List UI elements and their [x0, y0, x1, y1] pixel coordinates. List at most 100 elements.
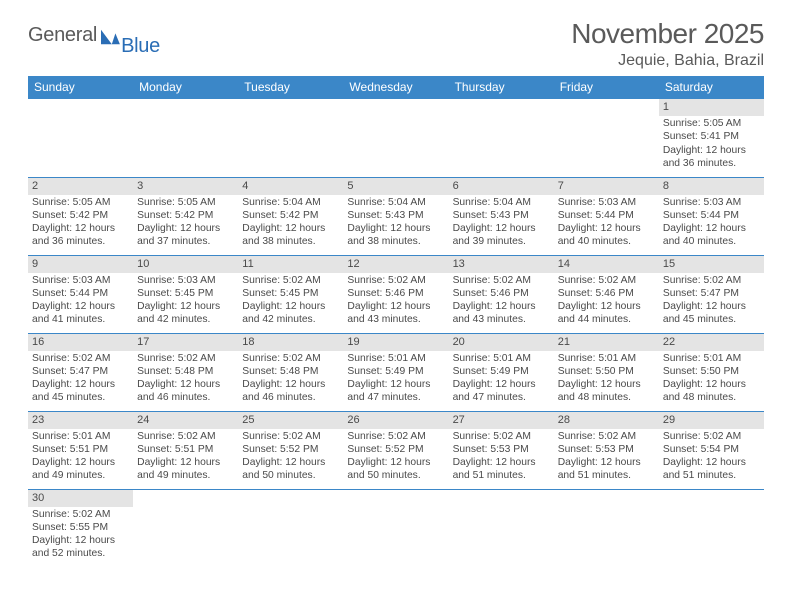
- daylight-line: Daylight: 12 hours and 43 minutes.: [453, 300, 550, 326]
- calendar-cell: [133, 489, 238, 567]
- calendar-cell: 14Sunrise: 5:02 AMSunset: 5:46 PMDayligh…: [554, 255, 659, 333]
- calendar-cell: [28, 99, 133, 177]
- day-details: Sunrise: 5:03 AMSunset: 5:44 PMDaylight:…: [28, 273, 133, 329]
- day-number: 3: [133, 178, 238, 195]
- sunset-line: Sunset: 5:53 PM: [453, 443, 550, 456]
- sunset-line: Sunset: 5:50 PM: [558, 365, 655, 378]
- sunrise-line: Sunrise: 5:02 AM: [347, 430, 444, 443]
- sunrise-line: Sunrise: 5:02 AM: [663, 430, 760, 443]
- calendar-cell: 20Sunrise: 5:01 AMSunset: 5:49 PMDayligh…: [449, 333, 554, 411]
- day-details: Sunrise: 5:02 AMSunset: 5:45 PMDaylight:…: [238, 273, 343, 329]
- calendar-cell: 6Sunrise: 5:04 AMSunset: 5:43 PMDaylight…: [449, 177, 554, 255]
- day-details: Sunrise: 5:02 AMSunset: 5:48 PMDaylight:…: [133, 351, 238, 407]
- daylight-line: Daylight: 12 hours and 37 minutes.: [137, 222, 234, 248]
- daylight-line: Daylight: 12 hours and 38 minutes.: [242, 222, 339, 248]
- daylight-line: Daylight: 12 hours and 51 minutes.: [453, 456, 550, 482]
- weekday-header: Monday: [133, 76, 238, 99]
- calendar-cell: 29Sunrise: 5:02 AMSunset: 5:54 PMDayligh…: [659, 411, 764, 489]
- weekday-header: Thursday: [449, 76, 554, 99]
- day-number: 23: [28, 412, 133, 429]
- calendar-cell: 8Sunrise: 5:03 AMSunset: 5:44 PMDaylight…: [659, 177, 764, 255]
- daylight-line: Daylight: 12 hours and 46 minutes.: [137, 378, 234, 404]
- calendar-cell: 11Sunrise: 5:02 AMSunset: 5:45 PMDayligh…: [238, 255, 343, 333]
- day-details: Sunrise: 5:02 AMSunset: 5:46 PMDaylight:…: [343, 273, 448, 329]
- day-details: Sunrise: 5:01 AMSunset: 5:49 PMDaylight:…: [343, 351, 448, 407]
- sunset-line: Sunset: 5:52 PM: [347, 443, 444, 456]
- sunset-line: Sunset: 5:52 PM: [242, 443, 339, 456]
- daylight-line: Daylight: 12 hours and 45 minutes.: [32, 378, 129, 404]
- sunset-line: Sunset: 5:44 PM: [558, 209, 655, 222]
- sunrise-line: Sunrise: 5:04 AM: [242, 196, 339, 209]
- sunrise-line: Sunrise: 5:03 AM: [32, 274, 129, 287]
- day-details: Sunrise: 5:02 AMSunset: 5:54 PMDaylight:…: [659, 429, 764, 485]
- sunset-line: Sunset: 5:49 PM: [347, 365, 444, 378]
- daylight-line: Daylight: 12 hours and 49 minutes.: [32, 456, 129, 482]
- sunset-line: Sunset: 5:50 PM: [663, 365, 760, 378]
- calendar-cell: 2Sunrise: 5:05 AMSunset: 5:42 PMDaylight…: [28, 177, 133, 255]
- daylight-line: Daylight: 12 hours and 43 minutes.: [347, 300, 444, 326]
- day-number: 21: [554, 334, 659, 351]
- day-number: 8: [659, 178, 764, 195]
- sunrise-line: Sunrise: 5:01 AM: [453, 352, 550, 365]
- calendar-cell: [659, 489, 764, 567]
- calendar-row: 2Sunrise: 5:05 AMSunset: 5:42 PMDaylight…: [28, 177, 764, 255]
- day-number: 19: [343, 334, 448, 351]
- sunrise-line: Sunrise: 5:04 AM: [347, 196, 444, 209]
- sunset-line: Sunset: 5:47 PM: [663, 287, 760, 300]
- calendar-cell: 7Sunrise: 5:03 AMSunset: 5:44 PMDaylight…: [554, 177, 659, 255]
- calendar-cell: 12Sunrise: 5:02 AMSunset: 5:46 PMDayligh…: [343, 255, 448, 333]
- day-details: Sunrise: 5:05 AMSunset: 5:42 PMDaylight:…: [133, 195, 238, 251]
- sunset-line: Sunset: 5:42 PM: [32, 209, 129, 222]
- day-details: Sunrise: 5:02 AMSunset: 5:53 PMDaylight:…: [554, 429, 659, 485]
- sunset-line: Sunset: 5:42 PM: [242, 209, 339, 222]
- calendar-cell: 9Sunrise: 5:03 AMSunset: 5:44 PMDaylight…: [28, 255, 133, 333]
- sunrise-line: Sunrise: 5:02 AM: [137, 430, 234, 443]
- sunset-line: Sunset: 5:49 PM: [453, 365, 550, 378]
- sunset-line: Sunset: 5:53 PM: [558, 443, 655, 456]
- logo-text-blue: Blue: [121, 35, 160, 58]
- sunset-line: Sunset: 5:41 PM: [663, 130, 760, 143]
- day-details: Sunrise: 5:04 AMSunset: 5:43 PMDaylight:…: [449, 195, 554, 251]
- calendar-cell: 30Sunrise: 5:02 AMSunset: 5:55 PMDayligh…: [28, 489, 133, 567]
- day-number: 29: [659, 412, 764, 429]
- day-number: 5: [343, 178, 448, 195]
- sunrise-line: Sunrise: 5:02 AM: [453, 274, 550, 287]
- daylight-line: Daylight: 12 hours and 50 minutes.: [347, 456, 444, 482]
- calendar-body: 1Sunrise: 5:05 AMSunset: 5:41 PMDaylight…: [28, 99, 764, 567]
- calendar-cell: 27Sunrise: 5:02 AMSunset: 5:53 PMDayligh…: [449, 411, 554, 489]
- sunset-line: Sunset: 5:48 PM: [242, 365, 339, 378]
- sunrise-line: Sunrise: 5:02 AM: [32, 508, 129, 521]
- sunrise-line: Sunrise: 5:01 AM: [32, 430, 129, 443]
- calendar-cell: [554, 489, 659, 567]
- sunrise-line: Sunrise: 5:01 AM: [347, 352, 444, 365]
- calendar-cell: 18Sunrise: 5:02 AMSunset: 5:48 PMDayligh…: [238, 333, 343, 411]
- daylight-line: Daylight: 12 hours and 38 minutes.: [347, 222, 444, 248]
- calendar-row: 9Sunrise: 5:03 AMSunset: 5:44 PMDaylight…: [28, 255, 764, 333]
- day-number: 11: [238, 256, 343, 273]
- sunrise-line: Sunrise: 5:02 AM: [558, 430, 655, 443]
- location-subtitle: Jequie, Bahia, Brazil: [571, 52, 764, 70]
- daylight-line: Daylight: 12 hours and 42 minutes.: [137, 300, 234, 326]
- sunrise-line: Sunrise: 5:05 AM: [663, 117, 760, 130]
- day-details: Sunrise: 5:02 AMSunset: 5:48 PMDaylight:…: [238, 351, 343, 407]
- day-number: 27: [449, 412, 554, 429]
- daylight-line: Daylight: 12 hours and 52 minutes.: [32, 534, 129, 560]
- day-details: Sunrise: 5:05 AMSunset: 5:41 PMDaylight:…: [659, 116, 764, 172]
- sunrise-line: Sunrise: 5:05 AM: [32, 196, 129, 209]
- calendar-cell: 25Sunrise: 5:02 AMSunset: 5:52 PMDayligh…: [238, 411, 343, 489]
- calendar-cell: 13Sunrise: 5:02 AMSunset: 5:46 PMDayligh…: [449, 255, 554, 333]
- sunset-line: Sunset: 5:45 PM: [242, 287, 339, 300]
- day-number: 6: [449, 178, 554, 195]
- daylight-line: Daylight: 12 hours and 42 minutes.: [242, 300, 339, 326]
- calendar-cell: 4Sunrise: 5:04 AMSunset: 5:42 PMDaylight…: [238, 177, 343, 255]
- calendar-cell: 24Sunrise: 5:02 AMSunset: 5:51 PMDayligh…: [133, 411, 238, 489]
- day-details: Sunrise: 5:01 AMSunset: 5:49 PMDaylight:…: [449, 351, 554, 407]
- calendar-cell: [238, 489, 343, 567]
- calendar-cell: [343, 489, 448, 567]
- daylight-line: Daylight: 12 hours and 39 minutes.: [453, 222, 550, 248]
- calendar-row: 1Sunrise: 5:05 AMSunset: 5:41 PMDaylight…: [28, 99, 764, 177]
- day-number: 13: [449, 256, 554, 273]
- weekday-header: Wednesday: [343, 76, 448, 99]
- calendar-cell: 21Sunrise: 5:01 AMSunset: 5:50 PMDayligh…: [554, 333, 659, 411]
- daylight-line: Daylight: 12 hours and 40 minutes.: [663, 222, 760, 248]
